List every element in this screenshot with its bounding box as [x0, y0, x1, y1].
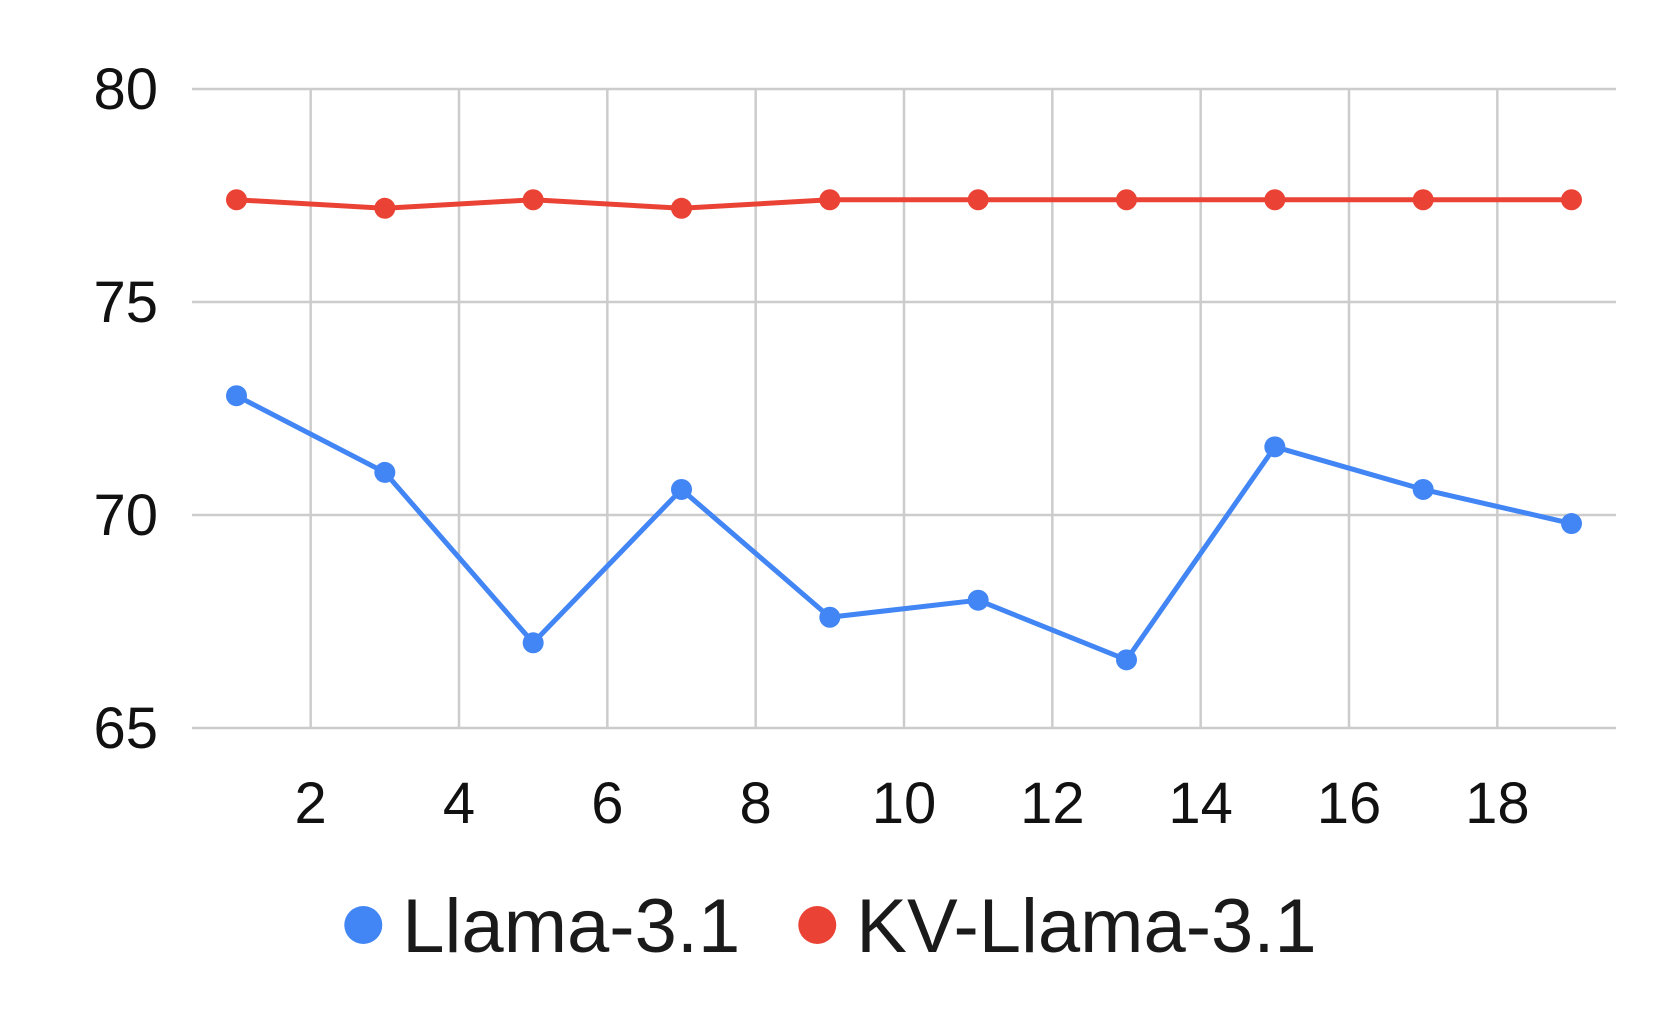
y-tick-label: 70 [93, 483, 158, 548]
data-point [671, 478, 692, 500]
data-point [671, 197, 692, 219]
y-axis-tick-labels: 65 70 75 80 [93, 57, 158, 761]
legend-marker [344, 906, 383, 944]
data-point [1116, 189, 1137, 211]
data-point [819, 189, 841, 211]
y-tick-label: 80 [93, 57, 158, 122]
legend-item: KV-Llama-3.1 [798, 884, 1317, 969]
grid [192, 87, 1616, 730]
series-llama-3-1 [226, 385, 1582, 671]
legend-label: KV-Llama-3.1 [856, 884, 1316, 969]
data-point [226, 189, 247, 211]
legend-marker [798, 906, 837, 944]
data-point [1561, 513, 1582, 535]
legend: Llama-3.1 KV-Llama-3.1 [344, 884, 1317, 969]
x-axis-tick-labels: 2 4 6 8 10 12 14 16 18 [295, 771, 1530, 836]
data-point [1561, 189, 1582, 211]
y-tick-label: 75 [93, 270, 158, 335]
data-point [522, 189, 544, 211]
x-tick-label: 2 [295, 771, 327, 836]
series-lines [226, 189, 1582, 671]
data-point [819, 606, 841, 628]
x-tick-label: 18 [1465, 771, 1530, 836]
legend-label: Llama-3.1 [402, 884, 740, 969]
data-point [1116, 649, 1137, 671]
data-point [374, 197, 396, 219]
x-tick-label: 16 [1317, 771, 1382, 836]
data-point [967, 589, 989, 611]
x-tick-label: 8 [740, 771, 772, 836]
legend-item: Llama-3.1 [344, 884, 740, 969]
x-tick-label: 10 [872, 771, 937, 836]
data-point [522, 632, 544, 654]
y-tick-label: 65 [93, 696, 158, 761]
data-point [226, 385, 247, 407]
series-kv-llama-3-1 [226, 189, 1582, 219]
data-point [1412, 478, 1434, 500]
x-tick-label: 12 [1020, 771, 1085, 836]
series-line [234, 197, 1574, 211]
series-line [234, 393, 1574, 663]
data-point [374, 461, 396, 483]
x-tick-label: 6 [591, 771, 623, 836]
data-point [1412, 189, 1434, 211]
x-tick-label: 14 [1168, 771, 1233, 836]
data-point [1264, 189, 1286, 211]
x-tick-label: 4 [443, 771, 475, 836]
data-point [1264, 436, 1286, 458]
data-point [967, 189, 989, 211]
